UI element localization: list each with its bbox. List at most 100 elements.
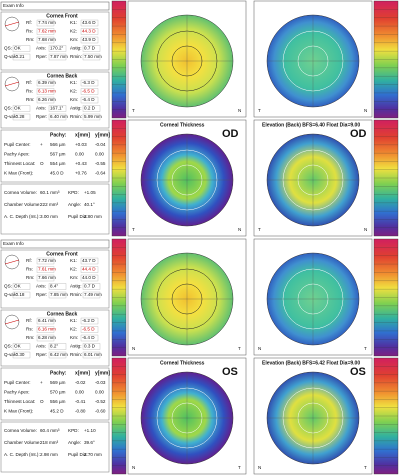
label: Rm: xyxy=(26,275,34,280)
label: K2: xyxy=(70,89,77,94)
label: Rper: xyxy=(36,114,47,119)
label: Corneal Thickness xyxy=(160,360,205,366)
label: 43.7 D xyxy=(82,258,96,263)
label: -0.21 xyxy=(14,54,25,59)
label: OS xyxy=(350,366,366,378)
label: Rf: xyxy=(26,20,32,25)
label: 566 µm xyxy=(50,142,66,147)
value-box xyxy=(36,274,55,282)
label: K2: xyxy=(70,267,77,272)
label: 556 µm xyxy=(50,399,66,404)
label: 8.4° xyxy=(50,284,58,289)
label: 43.9 D xyxy=(82,37,96,42)
value-box xyxy=(48,53,67,61)
label: -0.52 xyxy=(95,399,106,404)
label: 7.74 mm xyxy=(38,20,56,25)
axis-icon xyxy=(4,314,20,330)
label: 6.42 mm xyxy=(50,352,68,357)
label: A. C. Depth (Int.): xyxy=(4,452,40,457)
label: Rmin: xyxy=(70,114,82,119)
label: 39.6° xyxy=(84,440,95,445)
label: +0.76 xyxy=(75,171,87,176)
label: 45.2 D xyxy=(50,409,64,414)
label: 7.68 mm xyxy=(38,37,56,42)
label: Cornea Back xyxy=(47,311,78,317)
label: Cornea Back xyxy=(47,73,78,79)
label: Km: xyxy=(70,275,78,280)
value-box xyxy=(48,351,67,359)
label: T xyxy=(238,346,241,351)
label: Pupil Dia: xyxy=(68,214,88,219)
panel xyxy=(0,11,110,71)
label: 40.1° xyxy=(84,202,95,207)
label: Cornea Volume: xyxy=(4,190,37,195)
label: OD xyxy=(350,128,367,140)
label: Angle: xyxy=(68,440,81,445)
value-box xyxy=(80,257,99,265)
label: Rf: xyxy=(26,318,32,323)
label: -0.55 xyxy=(95,161,106,166)
label: Q-val.: xyxy=(4,114,18,119)
value-box xyxy=(12,343,31,350)
label: N xyxy=(258,465,261,470)
value-box xyxy=(36,19,55,27)
label: 6.39 mm xyxy=(38,80,56,85)
value-box xyxy=(36,36,55,44)
value-box xyxy=(36,28,55,35)
label: Astig: xyxy=(70,284,82,289)
label: +1.05 xyxy=(84,190,96,195)
label: Pupil Center: xyxy=(4,380,31,385)
label: K1: xyxy=(70,20,77,25)
label: K1: xyxy=(70,80,77,85)
label: -0.04 xyxy=(95,142,106,147)
label: 6.01 mm xyxy=(84,352,102,357)
label: K2: xyxy=(70,29,77,34)
label: Rmin: xyxy=(70,292,82,297)
label: Astig: xyxy=(70,106,82,111)
label: 0.00 xyxy=(95,390,104,395)
label: Pupil Dia: xyxy=(68,452,88,457)
label: Thinnest Locat: xyxy=(4,399,35,404)
value-box xyxy=(82,105,101,112)
label: Rm: xyxy=(26,335,34,340)
value-box xyxy=(36,257,55,265)
value-box xyxy=(36,96,55,104)
label: 2.80 mm xyxy=(84,214,102,219)
label: 6.16 mm xyxy=(38,327,56,332)
label: 7.72 mm xyxy=(38,258,56,263)
label: OK xyxy=(14,46,22,51)
label: OD xyxy=(222,128,239,140)
value-box xyxy=(80,334,99,342)
label: T xyxy=(132,227,135,232)
label: N xyxy=(238,108,241,113)
label: 7.50 mm xyxy=(84,54,102,59)
label: KPD: xyxy=(68,190,79,195)
label: Q-val.: xyxy=(4,54,18,59)
label: 170.2° xyxy=(50,46,63,51)
label: 0.7 D xyxy=(84,46,96,51)
label: Rf: xyxy=(26,258,32,263)
label: x[mm] xyxy=(75,370,90,376)
label: Rs: xyxy=(26,327,33,332)
label: Pachy: xyxy=(50,370,67,376)
value-box xyxy=(36,266,55,273)
axis-icon xyxy=(4,254,20,270)
label: Km: xyxy=(70,97,78,102)
label: 569 µm xyxy=(50,380,66,385)
value-box xyxy=(12,283,31,290)
axis-icon xyxy=(4,76,20,92)
label: T xyxy=(364,346,367,351)
value-box xyxy=(80,36,99,44)
panel xyxy=(0,129,110,183)
label: -6.3 D xyxy=(82,80,95,85)
value-box xyxy=(82,283,101,290)
value-box xyxy=(80,19,99,27)
label: 0.3 D xyxy=(84,344,96,349)
label: Km: xyxy=(70,37,78,42)
label: 44.0 D xyxy=(82,275,96,280)
label: 7.62 mm xyxy=(38,29,56,34)
label: +0.43 xyxy=(75,161,87,166)
label: N xyxy=(364,227,367,232)
axis-icon xyxy=(4,16,20,32)
